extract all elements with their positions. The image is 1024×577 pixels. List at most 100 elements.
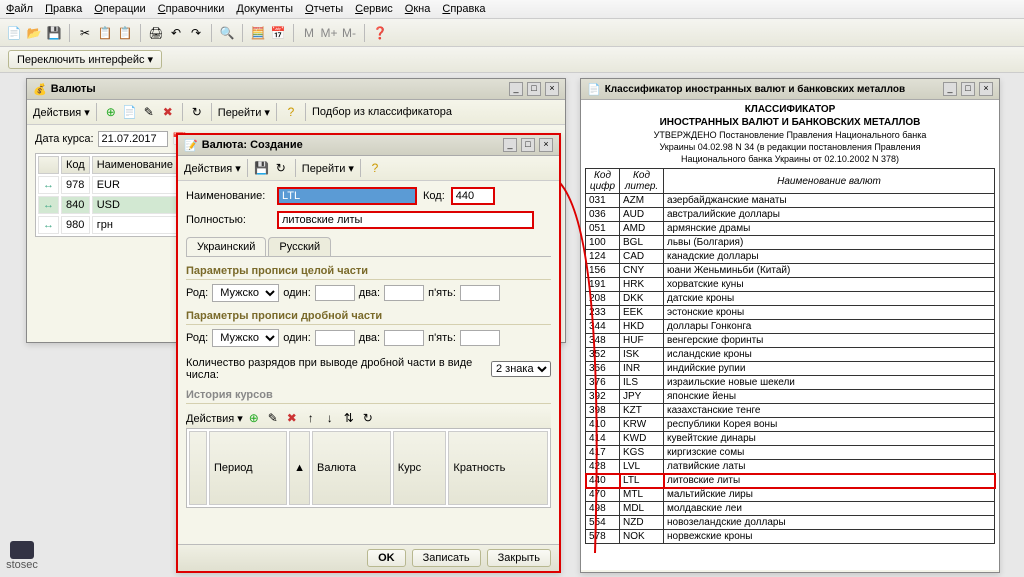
code-input[interactable]	[451, 187, 495, 205]
menu-справка[interactable]: Справка	[442, 3, 485, 15]
hist-actions-dropdown[interactable]: Действия ▾	[186, 412, 243, 425]
close-button[interactable]: ×	[979, 82, 993, 96]
refresh-icon[interactable]: ↻	[360, 410, 376, 426]
currency-row[interactable]: ↔840USD	[38, 196, 178, 214]
maximize-button[interactable]: □	[527, 82, 541, 96]
delete-icon[interactable]: ✖	[284, 410, 300, 426]
sort-icon[interactable]: ⇅	[341, 410, 357, 426]
digits-select[interactable]: 2 знака	[491, 361, 551, 377]
maximize-button[interactable]: □	[961, 82, 975, 96]
classifier-row[interactable]: 191HRKхорватские куны	[586, 278, 995, 292]
classifier-row[interactable]: 348HUFвенгерские форинты	[586, 334, 995, 348]
calc-icon[interactable]: 🧮	[250, 25, 266, 41]
one-input[interactable]	[315, 285, 355, 301]
currency-row[interactable]: ↔978EUR	[38, 176, 178, 194]
classifier-row[interactable]: 578NOKнорвежские кроны	[586, 530, 995, 544]
classifier-row[interactable]: 352ISKисландские кроны	[586, 348, 995, 362]
classifier-row[interactable]: 554NZDновозеландские доллары	[586, 516, 995, 530]
classifier-row[interactable]: 428LVLлатвийские латы	[586, 460, 995, 474]
menu-правка[interactable]: Правка	[45, 3, 82, 15]
down-icon[interactable]: ↓	[322, 410, 338, 426]
two-input-2[interactable]	[384, 330, 424, 346]
new-icon[interactable]: 📄	[6, 25, 22, 41]
redo-icon[interactable]: ↷	[188, 25, 204, 41]
minimize-button[interactable]: _	[943, 82, 957, 96]
classifier-row[interactable]: 398KZTказахстанские тенге	[586, 404, 995, 418]
five-input[interactable]	[460, 285, 500, 301]
classifier-titlebar[interactable]: 📄 Классификатор иностранных валют и банк…	[581, 79, 999, 100]
search-icon[interactable]: 🔍	[219, 25, 235, 41]
switch-interface-button[interactable]: Переключить интерфейс ▾	[8, 50, 162, 69]
pick-from-classifier[interactable]: Подбор из классификатора	[312, 106, 452, 118]
classifier-row[interactable]: 344HKDдоллары Гонконга	[586, 320, 995, 334]
classifier-row[interactable]: 233EEKэстонские кроны	[586, 306, 995, 320]
main-menu[interactable]: Файл Правка Операции Справочники Документы От…	[0, 0, 1024, 19]
m-minus-icon[interactable]: M-	[341, 25, 357, 41]
menu-справочники[interactable]: Справочники	[158, 3, 225, 15]
classifier-row[interactable]: 417KGSкиргизские сомы	[586, 446, 995, 460]
classifier-row[interactable]: 036AUDавстралийские доллары	[586, 208, 995, 222]
edit-icon[interactable]: ✎	[141, 104, 157, 120]
menu-отчеты[interactable]: Отчеты	[305, 3, 343, 15]
currencies-titlebar[interactable]: 💰 Валюты _ □ ×	[27, 79, 565, 100]
five-input-2[interactable]	[460, 330, 500, 346]
one-input-2[interactable]	[315, 330, 355, 346]
add-icon[interactable]: ⊕	[103, 104, 119, 120]
create-titlebar[interactable]: 📝 Валюта: Создание _ □ ×	[178, 135, 559, 156]
classifier-row[interactable]: 440LTLлитовские литы	[586, 474, 995, 488]
date-input[interactable]	[98, 131, 168, 147]
copy-icon[interactable]: 📄	[122, 104, 138, 120]
classifier-row[interactable]: 470MTLмальтийские лиры	[586, 488, 995, 502]
save-icon[interactable]: 💾	[254, 160, 270, 176]
refresh-icon[interactable]: ↻	[273, 160, 289, 176]
add-icon[interactable]: ⊕	[246, 410, 262, 426]
help-icon[interactable]: ?	[367, 160, 383, 176]
copy-icon[interactable]: 📋	[97, 25, 113, 41]
m-icon[interactable]: M	[301, 25, 317, 41]
delete-icon[interactable]: ✖	[160, 104, 176, 120]
classifier-row[interactable]: 414KWDкувейтские динары	[586, 432, 995, 446]
classifier-row[interactable]: 208DKKдатские кроны	[586, 292, 995, 306]
currency-row[interactable]: ↔980грн	[38, 216, 178, 234]
cut-icon[interactable]: ✂	[77, 25, 93, 41]
ok-button[interactable]: OK	[367, 549, 406, 567]
classifier-row[interactable]: 410KRWреспублики Корея воны	[586, 418, 995, 432]
close-button[interactable]: Закрыть	[487, 549, 551, 567]
up-icon[interactable]: ↑	[303, 410, 319, 426]
undo-icon[interactable]: ↶	[168, 25, 184, 41]
classifier-row[interactable]: 156CNYюани Женьминьби (Китай)	[586, 264, 995, 278]
open-icon[interactable]: 📂	[26, 25, 42, 41]
classifier-row[interactable]: 392JPYяпонские йены	[586, 390, 995, 404]
menu-документы[interactable]: Документы	[236, 3, 293, 15]
close-button[interactable]: ×	[545, 82, 559, 96]
goto-dropdown[interactable]: Перейти ▾	[302, 162, 354, 175]
save-button[interactable]: Записать	[412, 549, 481, 567]
m-plus-icon[interactable]: M+	[321, 25, 337, 41]
minimize-button[interactable]: _	[503, 138, 517, 152]
print-icon[interactable]: 🖨	[148, 25, 164, 41]
gender-select[interactable]: Мужско	[212, 284, 279, 302]
fullname-input[interactable]	[277, 211, 534, 229]
save-icon[interactable]: 💾	[46, 25, 62, 41]
refresh-icon[interactable]: ↻	[189, 104, 205, 120]
classifier-row[interactable]: 100BGLльвы (Болгария)	[586, 236, 995, 250]
help-icon[interactable]: ❓	[372, 25, 388, 41]
name-input[interactable]	[277, 187, 417, 205]
minimize-button[interactable]: _	[509, 82, 523, 96]
classifier-row[interactable]: 356INRиндийские рупии	[586, 362, 995, 376]
menu-файл[interactable]: Файл	[6, 3, 33, 15]
goto-dropdown[interactable]: Перейти ▾	[218, 106, 270, 119]
paste-icon[interactable]: 📋	[117, 25, 133, 41]
gender-select-2[interactable]: Мужско	[212, 329, 279, 347]
classifier-row[interactable]: 124CADканадские доллары	[586, 250, 995, 264]
classifier-row[interactable]: 498MDLмолдавские леи	[586, 502, 995, 516]
menu-сервис[interactable]: Сервис	[355, 3, 393, 15]
menu-операции[interactable]: Операции	[94, 3, 145, 15]
tab-russian[interactable]: Русский	[268, 237, 331, 256]
classifier-row[interactable]: 031AZMазербайджанские манаты	[586, 194, 995, 208]
help-icon[interactable]: ?	[283, 104, 299, 120]
close-button[interactable]: ×	[539, 138, 553, 152]
maximize-button[interactable]: □	[521, 138, 535, 152]
tab-ukrainian[interactable]: Украинский	[186, 237, 266, 256]
calendar-icon[interactable]: 📅	[270, 25, 286, 41]
